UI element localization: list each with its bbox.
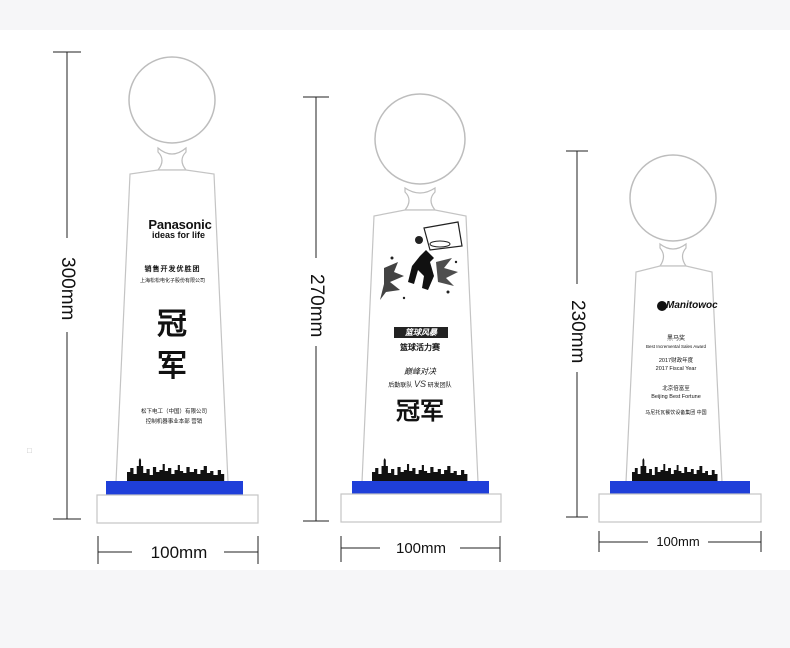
trophy-3: [598, 154, 762, 523]
trophy-1-issuer-1: 松下电工（中国）有限公司: [140, 409, 207, 415]
trophy-3-crystal-ball: [629, 154, 717, 242]
trophy-3-brand-mark: [657, 301, 667, 311]
trophy-2-height-label: 270mm: [306, 274, 327, 338]
trophy-1-champion-char-1: 冠: [157, 307, 187, 342]
trophy-2-event-logo-bg: [394, 327, 448, 338]
trophy-3-height-label: 230mm: [567, 300, 588, 364]
stray-mark: □: [27, 446, 32, 455]
trophy-1-crystal-ball: [128, 56, 216, 144]
trophy-3-year-en: 2017 Fiscal Year: [655, 366, 697, 372]
trophy-2-vs: VS: [413, 379, 426, 389]
trophy-2-final-label: 巅峰对决: [404, 367, 436, 376]
trophy-1-brand-sub: ideas for life: [152, 230, 206, 240]
top-background-band: [0, 0, 790, 30]
trophy-1-white-base: [96, 494, 259, 524]
trophy-3-crystal-body: [625, 265, 723, 483]
trophy-2-white-base: [340, 493, 502, 523]
trophy-3-year-cn: 2017财政年度: [658, 358, 694, 364]
trophy-2-event-title: 篮球活力赛: [400, 343, 440, 352]
dimension-lines: [53, 51, 762, 564]
trophy-2-champion: 冠军: [396, 396, 444, 425]
trophy-3-winner-en: Beijing Best Fortune: [651, 394, 701, 400]
trophy-1-champion-char-2: 军: [157, 349, 187, 384]
trophy-3-white-base: [598, 493, 762, 523]
trophy-2-team-left: 后勤联队: [388, 383, 413, 389]
trophy-3-blue-base: [610, 481, 750, 495]
trophy-2-width-label: 100mm: [395, 540, 447, 557]
trophy-1-height-label: 300mm: [57, 257, 78, 321]
trophy-1: [96, 56, 259, 524]
trophy-2-event-logo: 篮球风暴: [405, 328, 437, 337]
trophy-2-blue-base: [352, 481, 489, 495]
bottom-background-band: [0, 570, 790, 648]
trophy-2-team-right: 研发团队: [427, 383, 452, 389]
trophy-3-width-label: 100mm: [656, 534, 700, 549]
trophy-2-crystal-ball: [374, 93, 466, 185]
trophy-3-issuer: 马尼托瓦餐饮设备集团 中国: [645, 410, 707, 416]
trophy-3-neck: [658, 242, 688, 267]
trophy-1-width-label: 100mm: [150, 543, 208, 562]
trophy-2-basketball-graphic: [380, 221, 463, 300]
trophy-1-issuer-2: 控制机器事业本部 营销: [145, 419, 203, 425]
trophy-2-teams: 后勤联队 VS 研发团队: [370, 380, 470, 390]
trophy-1-company-small: 上海松松电化子股份有限公司: [139, 278, 205, 284]
trophy-1-honor-title: 销售开发优胜团: [144, 266, 201, 273]
trophy-1-brand: Panasonic: [148, 217, 212, 232]
trophy-2: [340, 93, 502, 523]
trophy-1-neck: [156, 146, 188, 171]
trophy-3-winner-cn: 北京倍富至: [662, 386, 690, 392]
trophy-3-award-cn: 黑马奖: [666, 336, 685, 342]
trophy-3-award-en: Best Incremental Sales Award: [646, 344, 706, 349]
trophy-3-brand: Manitowoc: [666, 300, 718, 311]
trophy-1-blue-base: [106, 481, 243, 496]
trophy-2-neck: [403, 186, 437, 211]
